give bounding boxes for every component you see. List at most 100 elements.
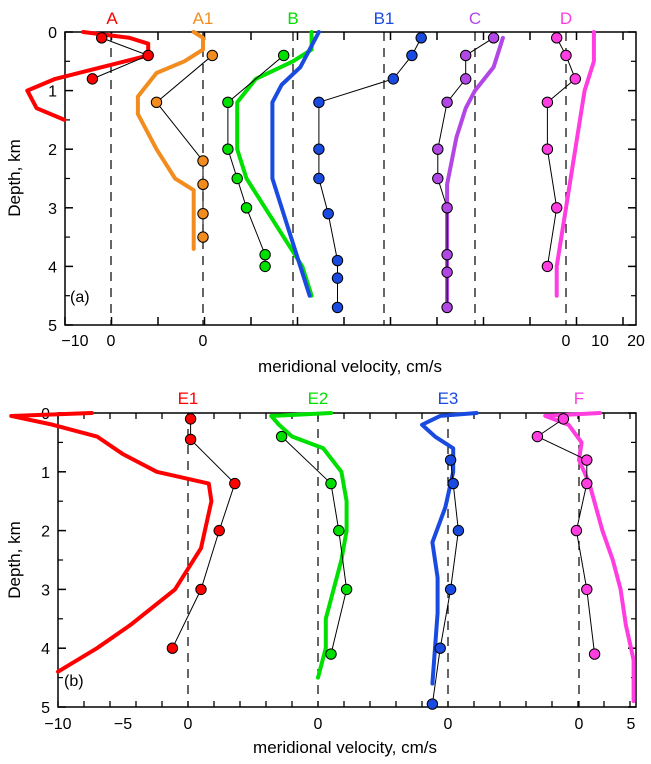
- obs-point-B1: [387, 73, 399, 85]
- b-xtick-label: 0: [444, 716, 453, 733]
- obs-point-E2: [340, 583, 353, 596]
- profile-line-E1: [9, 411, 214, 674]
- obs-point-E3: [434, 642, 446, 654]
- b-xtick-label: 5: [627, 716, 636, 733]
- profile-line-A: [25, 30, 151, 122]
- obs-point-F: [570, 524, 583, 537]
- obs-point-B1: [331, 301, 344, 314]
- obs-point-B: [259, 260, 271, 273]
- profile-line-E3: [420, 411, 479, 686]
- b-ytick-label: 1: [41, 465, 50, 482]
- obs-point-F: [581, 477, 593, 490]
- series-B1: B1: [270, 9, 427, 314]
- b-xtick-label: −5: [114, 716, 132, 733]
- panel-a: 0 1 2 3 4 5−10 0 0 10 20 0 A A1 B B1 C D (a) meridional…: [5, 9, 645, 376]
- b-ytick-label: 2: [41, 524, 50, 541]
- obs-point-E3: [447, 477, 459, 490]
- b-xtick-label: 0: [575, 716, 584, 733]
- obs-point-C: [441, 301, 453, 314]
- obs-line-B1: [318, 37, 422, 308]
- panel-b-label: (b): [64, 673, 84, 690]
- obs-point-B: [231, 172, 243, 185]
- obs-point-D: [560, 49, 572, 62]
- b-ytick-label: 3: [41, 582, 50, 599]
- obs-point-C: [432, 143, 444, 155]
- panel-b-ylabel: Depth, km: [5, 521, 24, 598]
- obs-point-B: [240, 202, 253, 214]
- obs-point-A1: [206, 49, 219, 62]
- series-label-C: C: [469, 9, 481, 28]
- obs-line-B: [227, 55, 285, 267]
- profile-line-E2: [269, 411, 349, 680]
- obs-point-B: [278, 49, 290, 62]
- obs-point-F: [581, 583, 593, 596]
- series-label-E2: E2: [308, 389, 329, 408]
- series-label-B: B: [287, 9, 298, 28]
- b-ytick-label: 4: [41, 641, 50, 658]
- obs-point-E3: [426, 698, 439, 710]
- profile-line-D: [554, 30, 596, 298]
- obs-point-B1: [415, 32, 427, 44]
- obs-point-B1: [313, 96, 325, 109]
- series-label-F: F: [574, 389, 584, 408]
- obs-point-D: [541, 96, 554, 109]
- b-xtick-label: −10: [44, 716, 71, 733]
- series-E1: E1: [9, 389, 241, 674]
- a-xtick-label: 20: [627, 333, 645, 350]
- obs-point-E2: [325, 648, 337, 660]
- obs-point-D: [541, 143, 554, 155]
- series-A: A: [25, 9, 154, 122]
- obs-point-B1: [331, 254, 344, 267]
- obs-point-B1: [331, 272, 344, 284]
- series-label-E1: E1: [178, 389, 199, 408]
- series-E3: E3: [420, 389, 479, 710]
- panel-a-xlabel: meridional velocity, cm/s: [258, 357, 442, 376]
- series-D: D: [541, 9, 596, 298]
- a-xtick-label: 10: [591, 333, 609, 350]
- obs-point-D: [551, 202, 563, 214]
- b-ytick-label: 5: [41, 700, 50, 717]
- series-A1: A1: [135, 9, 219, 251]
- a-xtick-label: 0: [199, 333, 208, 350]
- panel-a-frame: [64, 31, 637, 326]
- obs-point-B1: [322, 207, 334, 220]
- obs-point-E2: [275, 430, 288, 443]
- obs-point-D: [569, 73, 581, 85]
- a-ytick-label: 5: [48, 318, 57, 335]
- a-ytick-label: 4: [48, 259, 57, 276]
- obs-point-A: [86, 73, 99, 85]
- profile-line-A1: [135, 30, 205, 251]
- series-label-D: D: [560, 9, 572, 28]
- obs-point-C: [441, 248, 453, 261]
- obs-point-A1: [197, 231, 209, 243]
- series-E2: E2: [269, 389, 353, 680]
- series-B: B: [222, 9, 314, 298]
- obs-point-E1: [184, 413, 197, 425]
- obs-line-F: [536, 418, 596, 655]
- a-xtick-label: 0: [107, 333, 116, 350]
- a-xtick-label: −10: [61, 333, 88, 350]
- obs-point-B: [222, 143, 234, 155]
- obs-point-C: [432, 172, 444, 185]
- obs-point-A: [96, 32, 108, 44]
- series-F: F: [531, 389, 636, 704]
- series-label-A: A: [106, 9, 118, 28]
- obs-point-E2: [325, 477, 337, 490]
- obs-point-B: [222, 96, 234, 109]
- obs-point-C: [441, 96, 453, 109]
- profile-line-B: [235, 30, 314, 298]
- a-ytick-label: 0: [48, 25, 57, 42]
- obs-point-C: [460, 49, 472, 62]
- obs-point-B: [259, 248, 271, 261]
- obs-point-E1: [229, 477, 241, 490]
- obs-point-F: [588, 648, 601, 660]
- obs-line-C: [437, 37, 494, 308]
- obs-point-B1: [313, 143, 325, 155]
- obs-point-C: [441, 202, 453, 214]
- obs-point-E1: [195, 583, 207, 596]
- b-xtick-label: 0: [184, 716, 193, 733]
- series-label-A1: A1: [193, 9, 214, 28]
- series-label-B1: B1: [374, 9, 395, 28]
- profile-line-B1: [270, 30, 321, 298]
- series-C: C: [432, 9, 505, 314]
